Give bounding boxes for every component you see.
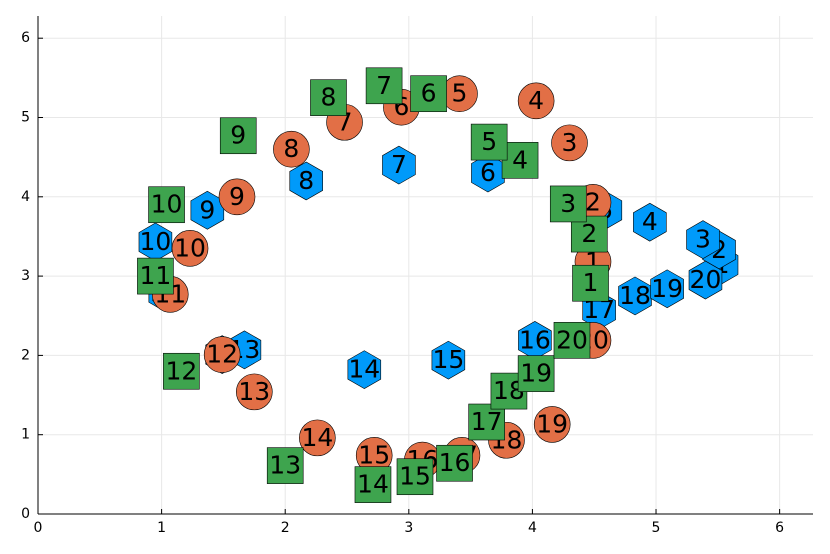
point-label: 3	[560, 189, 576, 218]
point-label: 13	[269, 451, 301, 480]
point-label: 14	[301, 423, 333, 452]
hexagon-marker	[686, 220, 720, 259]
point-label: 3	[695, 225, 711, 254]
x-tick-label: 6	[775, 520, 784, 536]
point-label: 20	[556, 325, 588, 354]
y-tick-label: 5	[21, 110, 30, 126]
square-marker	[266, 447, 304, 484]
point-label: 13	[238, 377, 270, 406]
hexagon-marker	[650, 269, 684, 309]
circle-marker	[299, 419, 336, 457]
hexagon-marker	[431, 340, 466, 380]
point-label: 4	[528, 86, 544, 115]
square-marker	[410, 75, 447, 113]
x-tick-label: 4	[528, 520, 537, 536]
hexagon-marker	[289, 161, 323, 201]
hexagon-marker	[190, 190, 225, 230]
point-label: 10	[174, 233, 206, 262]
point-label: 18	[619, 281, 651, 310]
point-label: 1	[583, 268, 599, 297]
point-label: 8	[283, 134, 299, 163]
point-label: 15	[399, 462, 431, 491]
square-marker	[553, 322, 591, 359]
circle-marker	[236, 373, 273, 411]
y-tick-label: 3	[21, 268, 30, 284]
point-label: 5	[481, 127, 497, 156]
square-marker	[517, 355, 555, 392]
point-label: 15	[358, 440, 390, 469]
circle-marker	[203, 336, 241, 373]
square-marker	[163, 352, 200, 390]
x-tick-label: 1	[157, 520, 166, 536]
point-label: 19	[536, 409, 568, 438]
point-label: 9	[199, 195, 215, 224]
square-marker	[468, 403, 505, 441]
point-label: 2	[585, 187, 601, 216]
point-label: 9	[230, 121, 246, 150]
square-marker	[354, 466, 392, 503]
x-tick-label: 2	[281, 520, 290, 536]
point-label: 12	[206, 340, 238, 369]
hexagon-marker	[518, 320, 552, 360]
circle-marker	[517, 82, 555, 120]
point-label: 4	[512, 145, 528, 174]
point-label: 2	[581, 219, 597, 248]
point-label: 9	[229, 182, 245, 211]
point-label: 10	[151, 190, 183, 219]
hexagon-marker	[382, 145, 416, 185]
y-tick-label: 4	[21, 189, 30, 205]
square-marker	[501, 142, 539, 179]
square-marker	[148, 186, 185, 224]
square-marker	[549, 185, 587, 223]
square-marker	[396, 458, 434, 496]
x-tick-label: 5	[652, 520, 661, 536]
point-label: 15	[432, 345, 464, 374]
y-tick-label: 1	[21, 427, 30, 443]
circle-marker	[273, 130, 310, 168]
square-marker	[137, 257, 174, 295]
hexagon-marker	[347, 350, 382, 390]
point-label: 17	[471, 407, 503, 436]
point-label: 7	[376, 71, 392, 100]
point-label: 3	[562, 128, 578, 157]
point-label: 5	[452, 79, 468, 108]
hexagon-marker	[618, 276, 652, 316]
point-label: 20	[690, 265, 722, 294]
square-marker	[365, 67, 403, 105]
point-label: 8	[321, 83, 337, 112]
point-label: 12	[165, 356, 197, 385]
point-label: 10	[140, 227, 172, 256]
point-label: 16	[439, 448, 471, 477]
square-marker	[219, 117, 257, 155]
y-tick-label: 0	[21, 506, 30, 522]
circle-marker	[218, 178, 256, 216]
y-tick-label: 6	[21, 30, 30, 46]
x-tick-label: 3	[404, 520, 413, 536]
square-marker	[310, 79, 347, 116]
point-label: 19	[651, 274, 683, 303]
point-label: 14	[357, 470, 389, 499]
square-marker	[436, 444, 473, 482]
point-label: 11	[140, 261, 172, 290]
point-label: 19	[520, 359, 552, 388]
square-marker	[572, 264, 609, 302]
square-marker	[470, 123, 508, 161]
point-label: 4	[642, 207, 658, 236]
hexagon-marker	[633, 202, 667, 242]
x-tick-label: 0	[34, 520, 43, 536]
y-tick-label: 2	[21, 347, 30, 363]
circle-marker	[171, 230, 209, 267]
point-label: 8	[298, 166, 314, 195]
circle-marker	[551, 124, 588, 162]
point-label: 14	[348, 355, 380, 384]
circle-marker	[533, 406, 571, 443]
hexagon-marker	[688, 260, 723, 300]
point-label: 6	[480, 158, 496, 187]
point-label: 7	[391, 150, 407, 179]
point-label: 6	[421, 79, 437, 108]
point-label: 16	[519, 325, 551, 354]
